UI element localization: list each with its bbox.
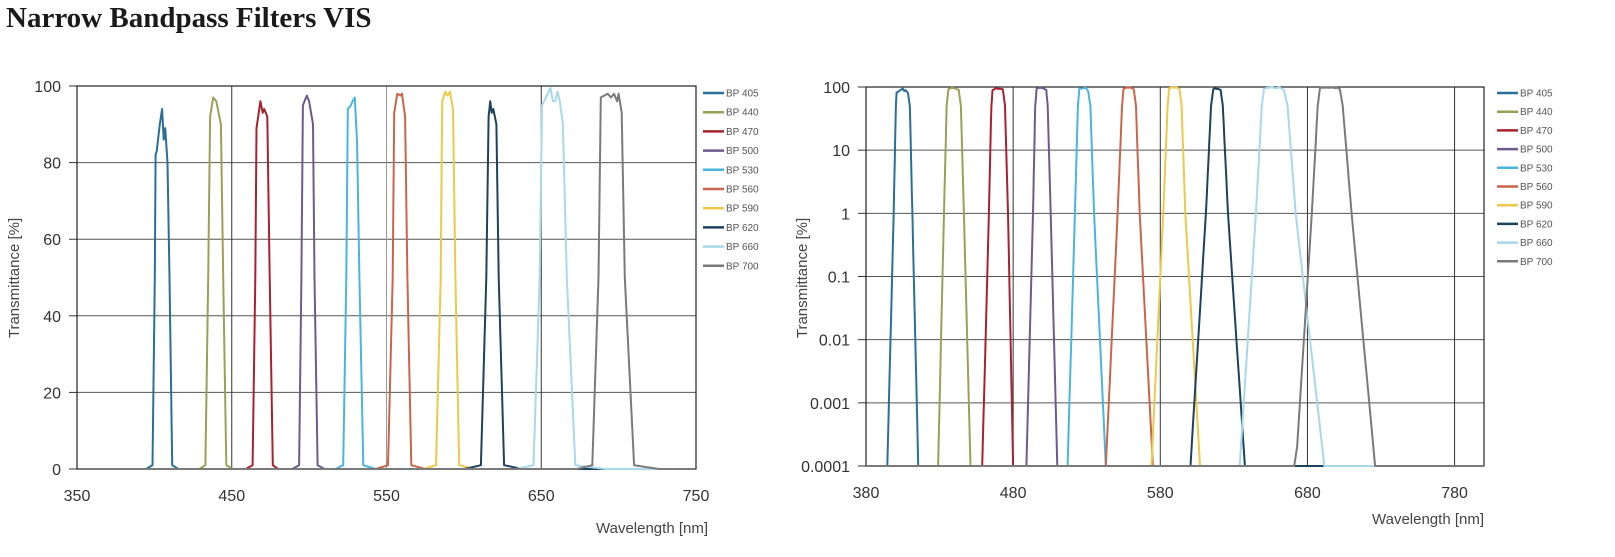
legend-label: BP 700	[726, 261, 759, 272]
series-line-bp560	[108, 92, 673, 470]
legend-label: BP 560	[1520, 182, 1553, 193]
series-line-bp405	[108, 108, 673, 470]
legend-label: BP 620	[1520, 219, 1553, 230]
y-tick-label: 0.001	[810, 396, 850, 413]
series-line-bp500	[866, 86, 1484, 467]
series-line-bp660	[108, 86, 673, 470]
legend-label: BP 530	[1520, 163, 1553, 174]
linear-chart: Transmittance [%] Wavelength [nm] 0 20 40 6…	[6, 79, 759, 537]
legend-label: BP 560	[726, 185, 759, 196]
x-tick-label: 550	[373, 488, 400, 505]
series-line-bp620	[108, 100, 673, 470]
legend-label: BP 530	[726, 165, 759, 176]
page-title: Narrow Bandpass Filters VIS	[6, 2, 372, 34]
series-line-bp530	[108, 96, 673, 470]
y-tick-label: 20	[43, 385, 61, 402]
legend-label: BP 500	[1520, 145, 1553, 156]
y-tick-label: 0	[52, 462, 61, 479]
x-axis-title: Wavelength [nm]	[596, 520, 708, 537]
x-tick-label: 380	[853, 485, 880, 502]
legend-label: BP 590	[726, 204, 759, 215]
legend-label: BP 500	[726, 146, 759, 157]
legend-label: BP 440	[1520, 107, 1553, 118]
x-tick-label: 680	[1294, 485, 1321, 502]
x-tick-label: 450	[218, 488, 245, 505]
y-tick-label: 0.01	[819, 333, 850, 350]
log-chart: Transmittance [%] Wavelength [nm] 0.0001…	[794, 80, 1553, 528]
series-line-bp530	[866, 86, 1484, 467]
y-tick-label: 1	[841, 206, 850, 223]
series-line-bp700	[866, 86, 1484, 467]
series-line-bp470	[866, 87, 1484, 467]
legend-label: BP 470	[1520, 126, 1553, 137]
x-tick-label: 580	[1147, 485, 1174, 502]
series-line-bp590	[866, 86, 1484, 467]
legend-label: BP 405	[726, 89, 759, 100]
series-line-bp405	[866, 87, 1484, 467]
series-line-bp700	[108, 92, 673, 470]
y-axis-title: Transmittance [%]	[6, 218, 23, 338]
series-line-bp440	[108, 96, 673, 470]
y-tick-label: 60	[43, 232, 61, 249]
series-line-bp660	[866, 86, 1484, 467]
y-tick-label: 10	[832, 143, 850, 160]
series-line-bp590	[108, 90, 673, 470]
x-axis-title: Wavelength [nm]	[1372, 511, 1484, 528]
series-line-bp500	[108, 94, 673, 470]
y-tick-label: 0.1	[828, 270, 850, 287]
legend-label: BP 440	[726, 108, 759, 119]
x-tick-label: 480	[1000, 485, 1027, 502]
x-tick-label: 780	[1441, 485, 1468, 502]
y-tick-label: 40	[43, 309, 61, 326]
series-line-bp440	[866, 86, 1484, 467]
x-tick-label: 750	[683, 488, 710, 505]
legend-label: BP 470	[726, 127, 759, 138]
legend-label: BP 620	[726, 223, 759, 234]
legend-label: BP 405	[1520, 89, 1553, 100]
y-tick-label: 100	[34, 79, 61, 96]
legend-label: BP 700	[1520, 257, 1553, 268]
series-line-bp560	[866, 86, 1484, 467]
y-tick-label: 0.0001	[801, 459, 850, 476]
y-axis-title: Transmittance [%]	[794, 218, 811, 338]
legend-label: BP 660	[726, 242, 759, 253]
series-line-bp620	[866, 87, 1484, 467]
legend-label: BP 660	[1520, 238, 1553, 249]
x-tick-label: 650	[528, 488, 555, 505]
y-tick-label: 80	[43, 156, 61, 173]
series-line-bp470	[108, 100, 673, 470]
y-tick-label: 100	[823, 80, 850, 97]
legend-label: BP 590	[1520, 201, 1553, 212]
x-tick-label: 350	[64, 488, 91, 505]
